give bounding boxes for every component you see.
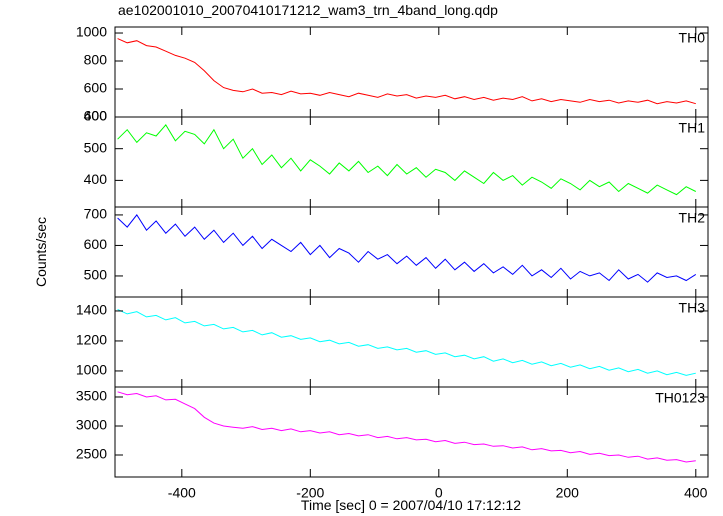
x-axis-label: Time [sec] 0 = 2007/04/10 17:12:12 [301,497,521,513]
y-tick-label: 600 [84,236,108,252]
y-tick-label: 600 [84,80,108,96]
data-line [117,124,697,196]
data-line [117,214,697,283]
y-axis-label: Counts/sec [33,217,49,287]
y-tick-label: 600 [84,108,108,124]
panel-frame [114,206,709,298]
y-tick-label: 3500 [76,388,107,404]
y-tick-label: 400 [84,171,108,187]
y-tick-label: 1000 [76,24,107,40]
panel-label: TH0 [679,30,706,46]
data-line [117,38,696,105]
y-tick-label: 800 [84,52,108,68]
y-tick-label: 1000 [76,362,107,378]
panel-label: TH2 [679,210,706,226]
data-line [117,308,696,376]
panel-label: TH0123 [655,390,705,406]
y-tick-label: 500 [84,267,108,283]
data-line [117,391,696,463]
y-tick-label: 500 [84,139,108,155]
y-tick-label: 700 [84,206,108,222]
panel-frame [114,296,709,388]
y-tick-label: 1200 [76,332,107,348]
panel-frame [114,116,709,208]
panel-label: TH1 [679,120,706,136]
x-tick-label: 200 [556,485,580,501]
panel-frame [114,386,709,478]
x-tick-label: -200 [296,485,324,501]
x-tick-label: 400 [684,485,708,501]
y-tick-label: 1400 [76,302,107,318]
y-tick-label: 3000 [76,417,107,433]
panel-frame [114,26,709,118]
y-tick-label: 2500 [76,446,107,462]
x-tick-label: 0 [435,485,443,501]
chart-title: ae102001010_20070410171212_wam3_trn_4ban… [118,2,498,18]
panel-label: TH3 [679,300,706,316]
y-tick-label: 400 [84,108,108,124]
x-tick-label: -400 [168,485,196,501]
